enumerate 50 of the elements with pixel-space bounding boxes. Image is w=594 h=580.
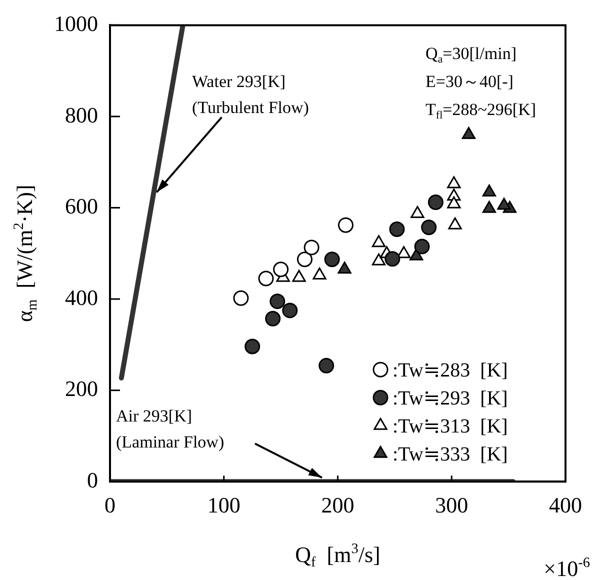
y-tick-label: 800 xyxy=(65,102,98,128)
point xyxy=(312,268,326,280)
point xyxy=(482,184,496,196)
point xyxy=(410,248,424,260)
y-tick-label: 200 xyxy=(65,376,98,402)
point xyxy=(292,270,306,282)
point xyxy=(389,221,405,237)
annotation: E=30～40[-] xyxy=(426,72,514,92)
point xyxy=(318,358,334,374)
point xyxy=(384,251,400,267)
point xyxy=(447,176,461,188)
annotation: Air 293[K] (Laminar Flow) xyxy=(116,406,224,452)
point xyxy=(448,217,462,230)
point xyxy=(282,302,298,318)
point xyxy=(410,206,424,218)
y-axis-title: αm [W/(m2·K)] xyxy=(11,184,40,322)
point xyxy=(258,270,274,286)
x-tick-label: 200 xyxy=(321,492,354,518)
point xyxy=(372,253,386,266)
point xyxy=(338,217,354,233)
point xyxy=(233,290,249,306)
point xyxy=(304,240,320,256)
point xyxy=(447,196,461,208)
y-tick-label: 400 xyxy=(65,284,98,310)
legend-label: :Tw≒333 [K] xyxy=(392,444,508,466)
point xyxy=(372,235,386,248)
point xyxy=(421,220,437,236)
y-tick-label: 600 xyxy=(65,194,98,219)
point xyxy=(296,252,312,268)
point xyxy=(338,262,352,274)
point xyxy=(396,246,411,258)
x-tick-label: 300 xyxy=(435,492,468,518)
legend-label: :Tw≒283 [K] xyxy=(392,360,508,382)
x-tick-label: 100 xyxy=(207,492,240,518)
point xyxy=(273,262,289,278)
point xyxy=(482,200,496,213)
y-tick-label: 1000 xyxy=(54,10,98,36)
point xyxy=(462,126,476,139)
x-tick-label: 0 xyxy=(104,492,116,518)
x-tick-label: 400 xyxy=(549,492,582,518)
point xyxy=(497,198,511,210)
annotation: Water 293[K] (Turbulent Flow) xyxy=(192,72,309,118)
point xyxy=(270,294,286,310)
point xyxy=(244,338,260,354)
legend-label: :Tw≒313 [K] xyxy=(392,416,508,438)
legend-label: :Tw≒293 [K] xyxy=(392,388,508,410)
y-tick-label: 0 xyxy=(87,467,98,492)
point xyxy=(324,252,340,268)
point xyxy=(265,310,281,326)
point xyxy=(414,238,430,254)
